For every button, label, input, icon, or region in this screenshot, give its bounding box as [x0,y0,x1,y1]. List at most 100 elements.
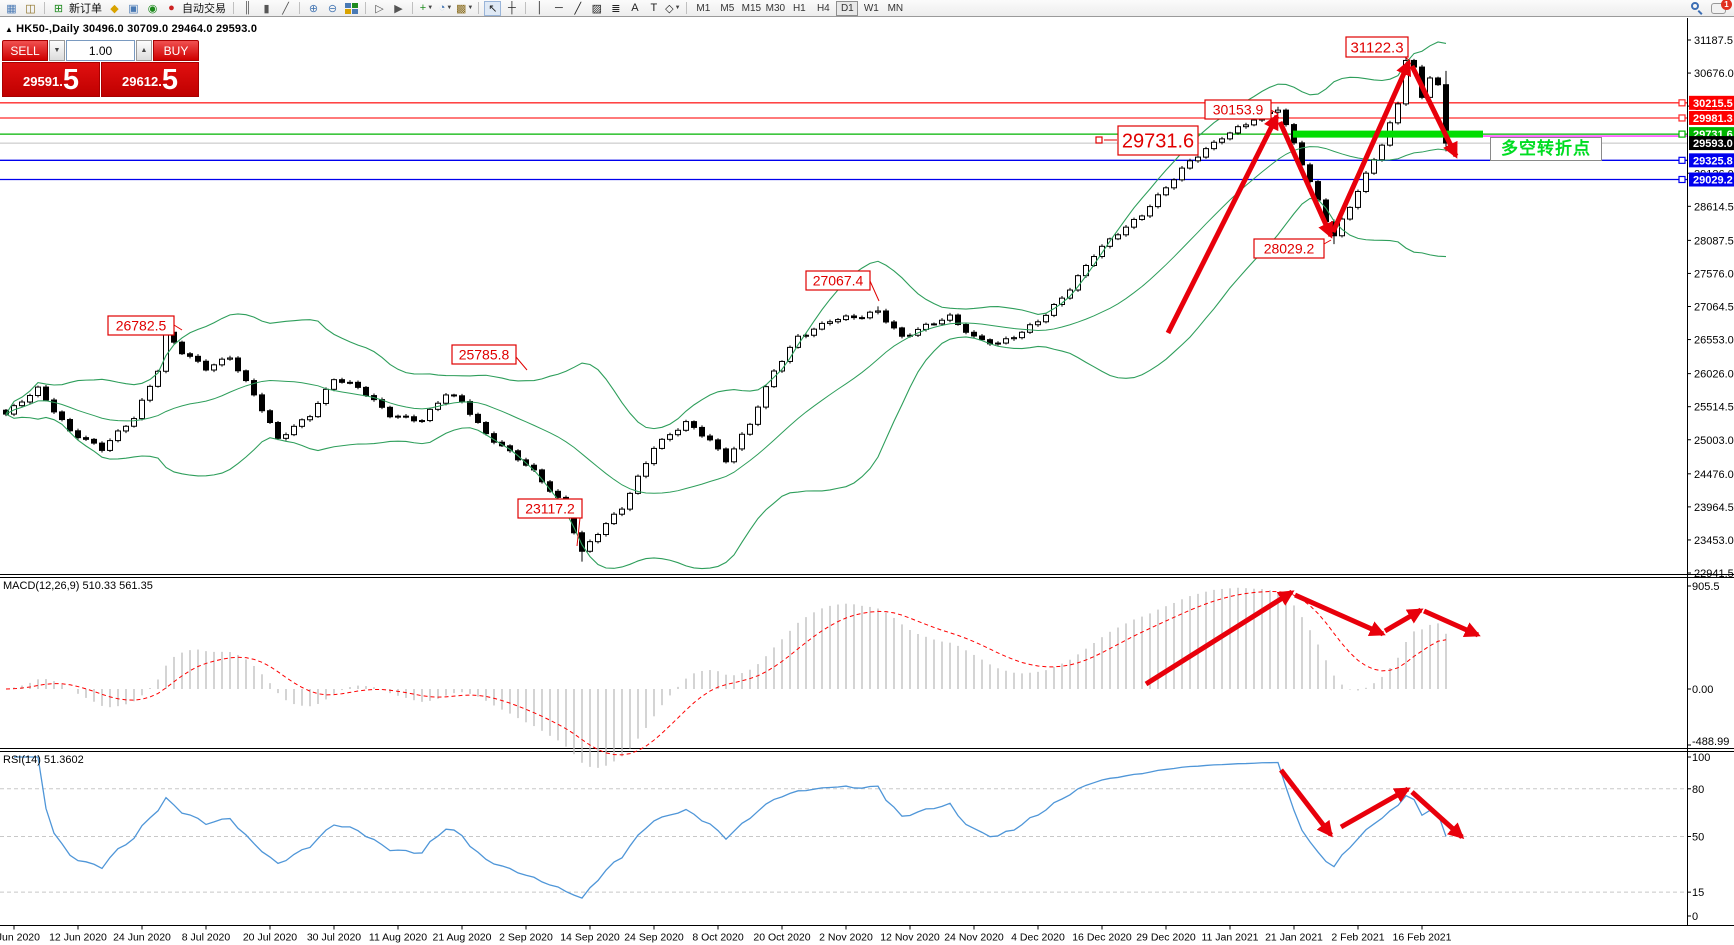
symbol-ohlc-text: HK50-,Daily 30496.0 30709.0 29464.0 2959… [16,23,258,35]
sell-price-fraction: 5 [62,64,79,96]
timeframe-m1[interactable]: M1 [696,2,711,14]
sell-price-display[interactable]: 29591. 5 [2,62,100,97]
date-axis: 2 Jun 2020 12 Jun 2020 24 Jun 2020 8 Jul 20… [0,925,1452,944]
periods-icon-dropdown[interactable]: ▼ [446,5,453,11]
svg-text:30153.9: 30153.9 [1213,102,1264,118]
buy-button[interactable]: BUY [153,40,199,61]
turning-point-highlight-bar[interactable] [1293,130,1483,138]
volume-decrease-button[interactable]: ▼ [49,40,65,61]
timeframe-h4[interactable]: H4 [816,2,830,14]
shapes-icon[interactable]: ◇ ▼ [665,2,681,15]
timeframe-m5[interactable]: M5 [720,2,735,14]
symbol-ohlc-bar[interactable]: ▲ HK50-,Daily 30496.0 30709.0 29464.0 295… [5,23,257,35]
svg-text:27064.5: 27064.5 [1694,302,1734,314]
svg-text:25003.0: 25003.0 [1694,435,1734,447]
new-order-label[interactable]: 新订单 [69,3,102,15]
sell-button[interactable]: SELL [2,40,48,61]
svg-text:28087.5: 28087.5 [1694,235,1734,247]
shapes-icon-dropdown[interactable]: ▼ [674,5,681,11]
svg-text:2 Sep 2020: 2 Sep 2020 [499,932,553,944]
chart-profiles-icon[interactable]: ◫ [25,2,36,15]
collapse-panel-icon[interactable]: ▲ [5,25,14,34]
svg-text:11 Jan 2021: 11 Jan 2021 [1201,932,1258,944]
metaeditor-icon[interactable]: ◆ [110,2,119,15]
svg-text:4 Dec 2020: 4 Dec 2020 [1011,932,1065,944]
timeframe-h1[interactable]: H1 [792,2,806,14]
volume-increase-button[interactable]: ▲ [136,40,152,61]
buy-price-display[interactable]: 29612. 5 [101,62,199,97]
svg-text:21 Aug 2020: 21 Aug 2020 [433,932,492,944]
new-order-icon[interactable]: ⊞ [53,2,64,15]
candlestick-series [3,44,1449,562]
rsi-indicator-label: RSI(14) 51.3602 [3,754,84,766]
timeframe-mn[interactable]: MN [887,2,904,14]
bar-chart-icon[interactable]: ║ [243,2,252,14]
indicators-icon[interactable]: + ▼ [419,2,434,14]
periods-icon[interactable]: ◔ ▼ [438,2,453,14]
svg-text:11 Aug 2020: 11 Aug 2020 [369,932,427,944]
fibonacci-icon[interactable]: ≣ [611,2,621,15]
one-click-trade-panel: SELL ▼ ▲ BUY 29591.5 29612.5 [2,40,199,97]
svg-text:8 Oct 2020: 8 Oct 2020 [692,932,744,944]
svg-text:30 Jul 2020: 30 Jul 2020 [307,932,361,944]
search-icon[interactable] [1691,2,1703,15]
svg-text:20 Jul 2020: 20 Jul 2020 [243,932,297,944]
svg-text:27067.4: 27067.4 [813,273,864,289]
horizontal-line-icon[interactable]: ─ [554,2,563,14]
signals-icon[interactable]: ◉ [147,2,158,15]
buy-price-main: 29612. [122,74,162,89]
toolbar-separator [44,2,45,14]
svg-text:24476.0: 24476.0 [1694,469,1734,481]
candlestick-chart-icon[interactable]: ▮ [263,2,270,15]
text-label-icon[interactable]: T [650,2,658,14]
svg-text:23453.0: 23453.0 [1694,535,1734,547]
chart-window-icon[interactable]: ▦ [6,2,17,15]
auto-scroll-icon[interactable]: ▶ [394,2,403,15]
svg-text:50: 50 [1692,832,1704,844]
tile-windows-icon[interactable] [345,2,358,14]
timeframe-m15[interactable]: M15 [741,2,762,14]
cursor-icon[interactable]: ↖ [484,0,502,16]
svg-text:0.00: 0.00 [1692,684,1713,696]
toolbar-separator [299,2,300,14]
toolbar-separator [686,2,688,14]
trendline-icon[interactable]: ╱ [574,2,582,15]
templates-icon[interactable]: ▩ ▼ [456,2,474,15]
timeframe-m30[interactable]: M30 [765,2,786,14]
svg-text:29593.0: 29593.0 [1693,138,1733,150]
timeframe-d1[interactable]: D1 [836,0,859,16]
indicators-icon-dropdown[interactable]: ▼ [427,5,434,11]
svg-text:30676.0: 30676.0 [1694,68,1734,80]
templates-icon-dropdown[interactable]: ▼ [467,5,474,11]
equidistant-channel-icon[interactable]: ▨ [591,2,603,15]
svg-text:25785.8: 25785.8 [459,347,510,363]
bull-bear-turning-point-note[interactable]: 多空转折点 [1490,137,1602,161]
chat-icon[interactable]: 1 [1711,0,1732,14]
trend-arrows[interactable] [1144,59,1481,840]
zoom-in-icon[interactable]: ⊕ [308,2,319,15]
svg-text:31187.5: 31187.5 [1694,35,1733,47]
volume-input[interactable] [66,40,135,61]
text-icon[interactable]: A [631,2,639,14]
svg-text:14 Sep 2020: 14 Sep 2020 [560,932,620,944]
crosshair-icon[interactable]: ┼ [507,2,516,14]
horizontal-level-lines[interactable] [0,102,1687,181]
svg-text:31122.3: 31122.3 [1350,39,1403,56]
line-chart-icon[interactable]: ╱ [282,2,289,15]
timeframe-w1[interactable]: W1 [863,2,879,14]
chart-shift-icon[interactable]: ▷ [375,2,384,15]
zoom-out-icon[interactable]: ⊖ [327,2,338,15]
svg-text:905.5: 905.5 [1692,581,1720,593]
svg-text:29981.3: 29981.3 [1693,113,1733,125]
svg-text:22941.5: 22941.5 [1694,568,1734,580]
vertical-line-icon[interactable]: │ [536,2,544,14]
autotrading-label[interactable]: 自动交易 [182,3,226,15]
svg-text:0: 0 [1692,911,1698,923]
svg-text:28614.5: 28614.5 [1694,201,1734,213]
svg-text:80: 80 [1692,784,1704,796]
autotrading-icon[interactable]: ● [168,2,175,14]
strategy-tester-icon[interactable]: ▣ [128,2,139,15]
price-callout-labels[interactable]: 26782.5 25785.8 23117.2 27067.4 30153.9 29731… [107,36,1411,547]
